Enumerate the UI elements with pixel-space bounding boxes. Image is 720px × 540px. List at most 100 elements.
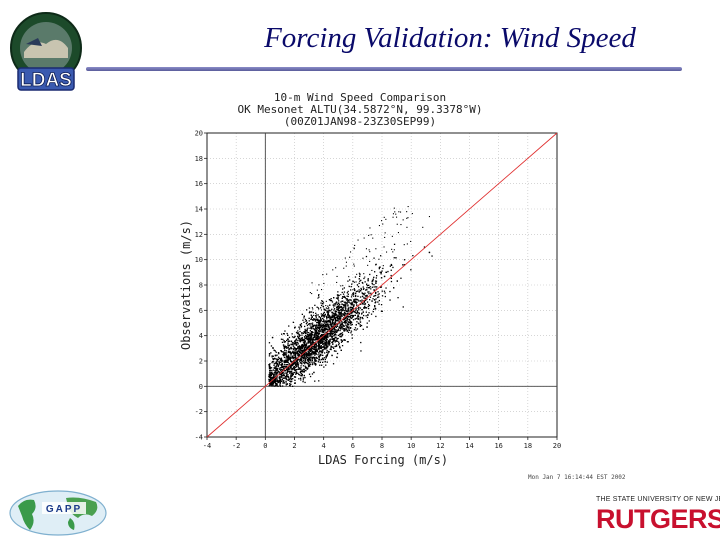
data-point bbox=[297, 346, 298, 347]
data-point bbox=[348, 324, 349, 325]
data-point bbox=[347, 318, 348, 319]
data-point bbox=[371, 300, 372, 301]
data-point bbox=[366, 326, 367, 327]
data-point bbox=[270, 352, 271, 353]
data-point bbox=[269, 354, 270, 355]
data-point bbox=[298, 366, 299, 367]
data-point bbox=[334, 308, 335, 309]
data-point bbox=[316, 322, 317, 323]
data-point bbox=[319, 345, 320, 346]
data-point bbox=[345, 306, 346, 307]
data-point bbox=[300, 365, 301, 366]
y-tick-label: 16 bbox=[195, 180, 203, 188]
data-point bbox=[331, 317, 332, 318]
data-point bbox=[318, 356, 319, 357]
data-point bbox=[307, 360, 308, 361]
data-point bbox=[287, 333, 288, 334]
data-point bbox=[288, 345, 289, 346]
data-point bbox=[341, 339, 342, 340]
data-point bbox=[393, 287, 394, 288]
data-point bbox=[270, 372, 271, 373]
data-point bbox=[286, 369, 287, 370]
data-point bbox=[296, 372, 297, 373]
data-point bbox=[351, 296, 352, 297]
data-point bbox=[318, 352, 319, 353]
data-point bbox=[302, 348, 303, 349]
data-point bbox=[322, 355, 323, 356]
data-point bbox=[274, 358, 275, 359]
x-axis-label: LDAS Forcing (m/s) bbox=[318, 453, 448, 467]
data-point bbox=[310, 292, 311, 293]
data-point bbox=[293, 372, 294, 373]
data-point bbox=[338, 307, 339, 308]
data-point bbox=[429, 216, 430, 217]
data-point bbox=[337, 276, 338, 277]
data-point bbox=[296, 342, 297, 343]
data-point bbox=[301, 335, 302, 336]
data-point bbox=[345, 322, 346, 323]
data-point bbox=[310, 351, 311, 352]
data-point bbox=[359, 276, 360, 277]
data-point bbox=[302, 381, 303, 382]
data-point bbox=[356, 274, 357, 275]
data-point bbox=[344, 310, 345, 311]
data-point bbox=[269, 385, 270, 386]
data-point bbox=[378, 259, 379, 260]
data-point bbox=[294, 337, 295, 338]
data-point bbox=[384, 237, 385, 238]
data-point bbox=[297, 369, 298, 370]
rutgers-logo: THE STATE UNIVERSITY OF NEW JERSEY RUTGE… bbox=[596, 496, 718, 536]
data-point bbox=[397, 224, 398, 225]
data-point bbox=[307, 368, 308, 369]
data-point bbox=[296, 345, 297, 346]
data-point bbox=[287, 335, 288, 336]
data-point bbox=[347, 304, 348, 305]
data-point bbox=[345, 318, 346, 319]
data-point bbox=[307, 325, 308, 326]
data-point bbox=[353, 292, 354, 293]
data-point bbox=[385, 296, 386, 297]
data-point bbox=[340, 325, 341, 326]
data-point bbox=[375, 308, 376, 309]
data-point bbox=[340, 309, 341, 310]
data-point bbox=[342, 345, 343, 346]
data-point bbox=[273, 356, 274, 357]
data-point bbox=[366, 289, 367, 290]
data-point bbox=[304, 375, 305, 376]
data-point bbox=[341, 350, 342, 351]
data-point bbox=[299, 335, 300, 336]
data-point bbox=[368, 280, 369, 281]
data-point bbox=[363, 278, 364, 279]
data-point bbox=[347, 296, 348, 297]
data-point bbox=[284, 364, 285, 365]
data-point bbox=[384, 246, 385, 247]
data-point bbox=[301, 346, 302, 347]
data-point bbox=[335, 326, 336, 327]
data-point bbox=[298, 353, 299, 354]
data-point bbox=[287, 344, 288, 345]
data-point bbox=[343, 268, 344, 269]
y-tick-labels: -4-202468101214161820 bbox=[195, 130, 207, 442]
data-point bbox=[379, 293, 380, 294]
data-point bbox=[282, 363, 283, 364]
data-point bbox=[333, 335, 334, 336]
data-point bbox=[303, 339, 304, 340]
x-tick-label: 0 bbox=[263, 442, 267, 450]
data-point bbox=[342, 298, 343, 299]
data-point bbox=[280, 358, 281, 359]
data-point bbox=[321, 359, 322, 360]
data-point bbox=[329, 339, 330, 340]
data-point bbox=[395, 257, 396, 258]
data-point bbox=[316, 346, 317, 347]
data-point bbox=[285, 360, 286, 361]
data-point bbox=[300, 379, 301, 380]
data-point bbox=[358, 323, 359, 324]
data-point bbox=[377, 297, 378, 298]
data-point bbox=[277, 381, 278, 382]
data-point bbox=[324, 345, 325, 346]
data-point bbox=[288, 355, 289, 356]
data-point bbox=[314, 381, 315, 382]
data-point bbox=[361, 300, 362, 301]
data-point bbox=[353, 296, 354, 297]
data-point bbox=[305, 370, 306, 371]
